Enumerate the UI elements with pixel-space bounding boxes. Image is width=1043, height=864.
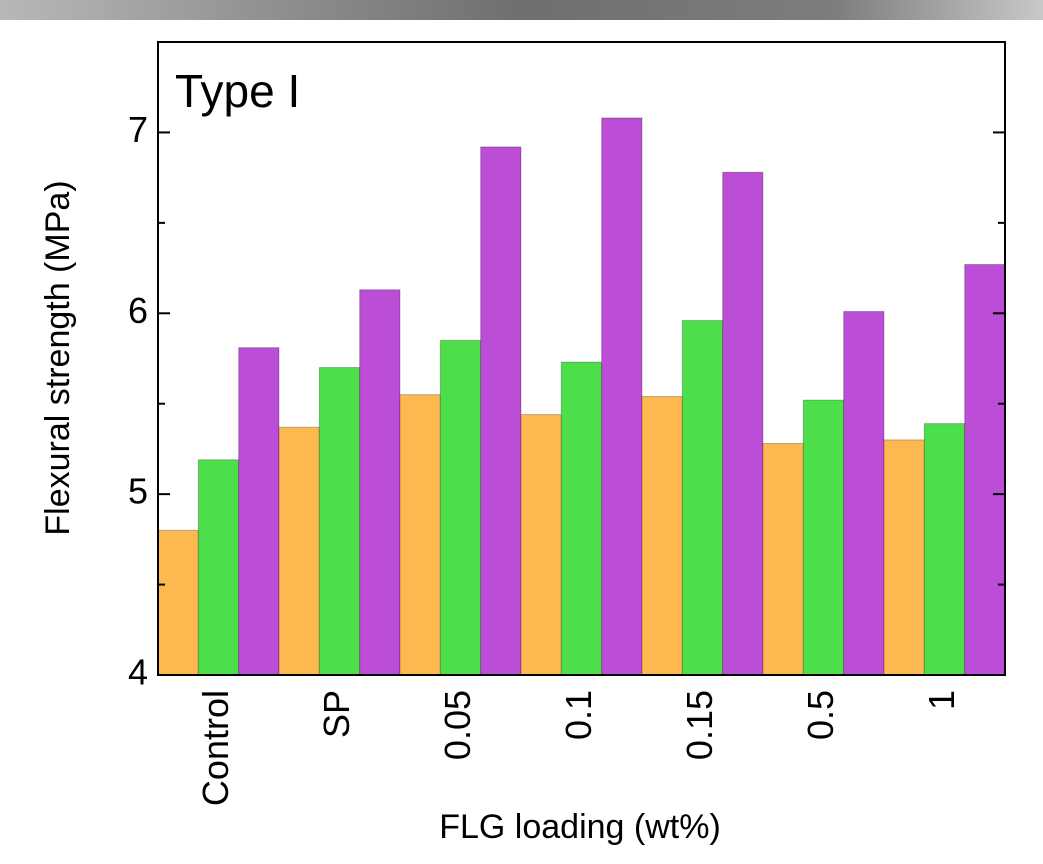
x-tick-label: 0.15	[679, 690, 720, 760]
x-axis-label: FLG loading (wt%)	[439, 808, 721, 846]
bar	[964, 263, 1006, 676]
photo-strip	[0, 0, 1043, 20]
y-tick-label: 7	[128, 109, 148, 150]
bar	[480, 146, 522, 676]
bar	[157, 529, 199, 676]
bar	[681, 320, 724, 676]
bar	[197, 459, 240, 676]
x-tick-label: 0.1	[558, 690, 599, 740]
bar	[359, 289, 401, 676]
y-tick-label: 5	[128, 471, 148, 512]
bar	[439, 339, 482, 676]
bar	[923, 423, 966, 676]
annotation: Type I	[175, 65, 300, 117]
y-axis-label: Flexural strength (MPa)	[39, 180, 77, 535]
x-tick-label: 0.05	[437, 690, 478, 760]
bar	[843, 310, 885, 676]
y-tick-label: 4	[128, 652, 148, 693]
bar	[641, 395, 683, 676]
x-tick-label: 1	[921, 690, 962, 710]
bar	[399, 394, 441, 676]
bar	[238, 347, 280, 676]
bar	[802, 399, 845, 676]
x-tick-label: Control	[195, 690, 236, 806]
bar	[762, 443, 804, 676]
bar	[883, 439, 925, 676]
bar	[560, 361, 603, 676]
bar	[601, 117, 643, 676]
bar	[278, 426, 320, 676]
bar	[520, 414, 562, 676]
bar	[722, 171, 764, 676]
x-tick-label: 0.5	[800, 690, 841, 740]
plot-frame	[157, 41, 1006, 676]
y-tick-label: 6	[128, 290, 148, 331]
x-tick-label: SP	[316, 690, 357, 738]
bar	[318, 367, 361, 676]
